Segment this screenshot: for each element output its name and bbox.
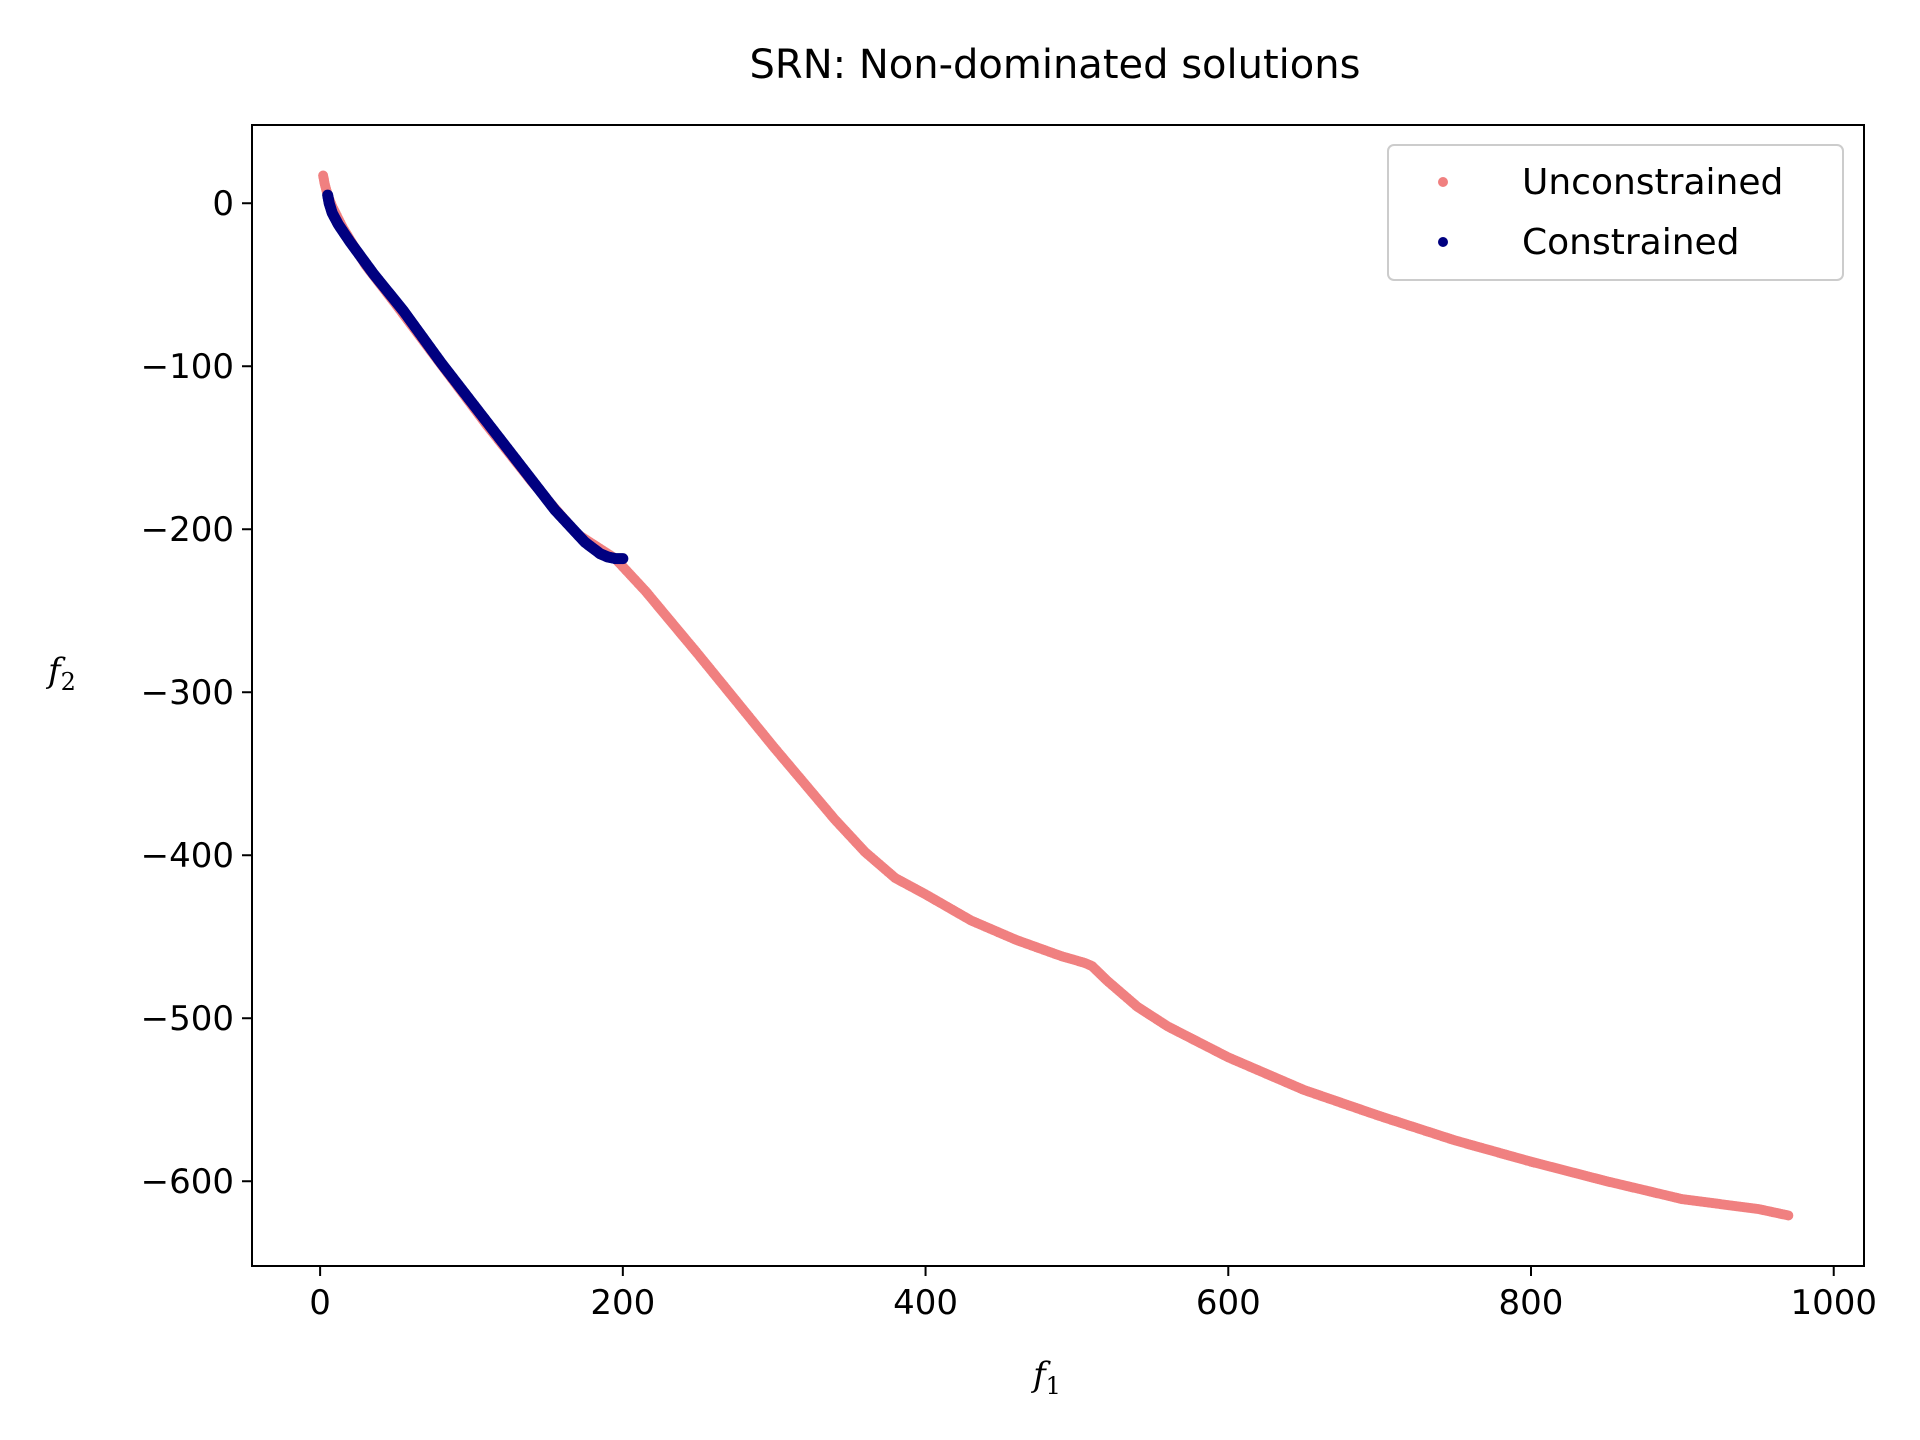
- y-tick-label: −200: [141, 510, 234, 550]
- y-tick-label: −600: [141, 1162, 234, 1202]
- x-tick-label: 1000: [1790, 1283, 1877, 1323]
- y-tick-label: 0: [212, 184, 234, 224]
- series-layer: [318, 170, 1794, 1221]
- x-tick-label: 400: [893, 1283, 958, 1323]
- legend-marker-unconstrained: [1438, 177, 1448, 187]
- legend-label-constrained: Constrained: [1522, 222, 1740, 263]
- x-axis-ticks: 0 200 400 600 800 1000: [309, 1266, 1877, 1323]
- y-axis-label-sub: 2: [61, 668, 76, 696]
- legend-box: [1387, 144, 1844, 281]
- x-axis-label-sub: 1: [1046, 1372, 1061, 1400]
- legend-label-unconstrained: Unconstrained: [1522, 162, 1783, 203]
- plot-frame: [251, 124, 1865, 1267]
- x-tick-label: 600: [1196, 1283, 1261, 1323]
- y-axis-ticks: 0 −100 −200 −300 −400 −500 −600: [141, 184, 252, 1202]
- legend: Unconstrained Constrained: [1387, 144, 1844, 281]
- chart-title: SRN: Non-dominated solutions: [750, 42, 1361, 88]
- x-tick-label: 0: [309, 1283, 331, 1323]
- data-point-constrained: [617, 553, 629, 565]
- y-tick-label: −300: [141, 673, 234, 713]
- series-constrained: [322, 189, 629, 565]
- y-tick-label: −500: [141, 999, 234, 1039]
- y-tick-label: −400: [141, 836, 234, 876]
- y-tick-label: −100: [141, 347, 234, 387]
- legend-marker-constrained: [1438, 237, 1448, 247]
- data-point-unconstrained: [1783, 1210, 1794, 1221]
- x-tick-label: 200: [590, 1283, 655, 1323]
- x-tick-label: 800: [1499, 1283, 1564, 1323]
